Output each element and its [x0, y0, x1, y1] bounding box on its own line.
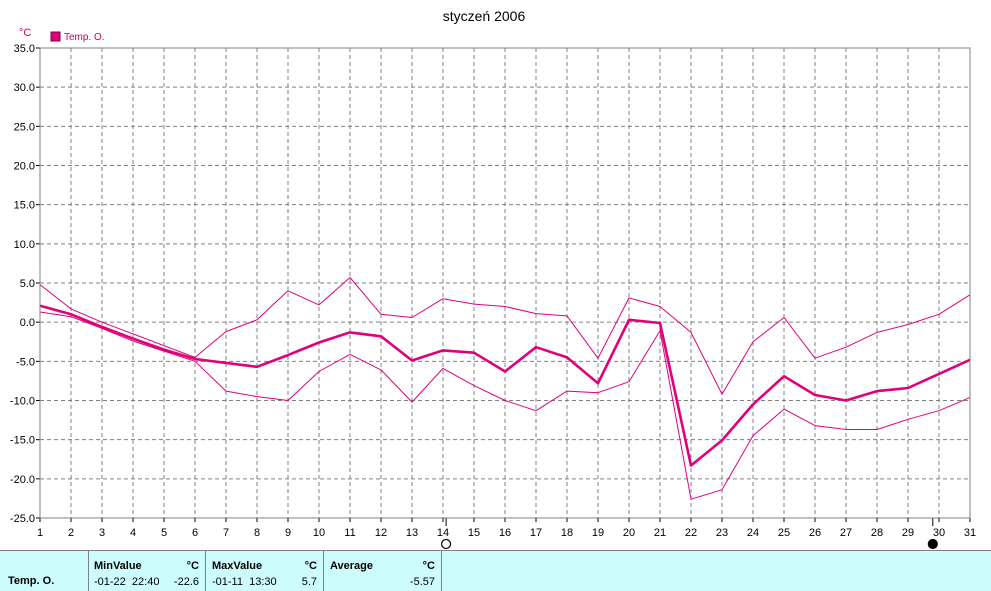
x-tick-label: 27 [840, 527, 852, 539]
x-tick-label: 3 [99, 527, 105, 539]
stats-avg-cell: Average °C -5.57 [324, 551, 442, 591]
max-unit: °C [304, 560, 317, 572]
x-tick-label: 8 [254, 527, 260, 539]
series-line-max [39, 277, 971, 395]
x-tick-label: 1 [37, 527, 43, 539]
max-value: 5.7 [301, 576, 317, 588]
stats-row-label: Temp. O. [8, 575, 55, 587]
x-tick-label: 13 [406, 527, 418, 539]
y-tick-label: 25.0 [14, 121, 35, 133]
y-tick-label: 0.0 [20, 317, 35, 329]
x-tick-label: 11 [344, 527, 355, 539]
x-tick-label: 25 [778, 527, 790, 539]
x-tick-label: 19 [592, 527, 604, 539]
x-tick-label: 22 [685, 527, 697, 539]
x-tick-label: 28 [871, 527, 883, 539]
x-tick-label: 2 [68, 527, 74, 539]
series-line-avg [39, 304, 971, 467]
x-tick-label: 24 [747, 527, 759, 539]
y-tick-label: -20.0 [10, 474, 35, 486]
stats-panel: Temp. O. MinValue °C -01-22 22:40 -22.6 … [0, 550, 991, 591]
min-date: -01-22 22:40 [94, 576, 160, 588]
x-axis-ticks: 1 2 3 4 5 6 7 8 9 10 11 12 13 14 15 16 17 18 19 20 21 22 23 24 2… [37, 518, 976, 539]
max-date: -01-11 13:30 [212, 576, 277, 588]
x-tick-label: 10 [313, 527, 325, 539]
y-axis-ticks: 35.0 30.0 25.0 20.0 15.0 10.0 5.0 0.0 -5.0 -10.0 -… [10, 43, 40, 525]
y-tick-label: -15.0 [10, 435, 35, 447]
marker-group [441, 518, 938, 550]
x-tick-label: 12 [375, 527, 387, 539]
y-tick-label: 30.0 [14, 82, 35, 94]
x-tick-label: 9 [285, 527, 291, 539]
x-tick-label: 20 [623, 527, 635, 539]
temperature-chart: styczeń 2006 °C Temp. O. 35.030.025.020.… [10, 8, 976, 550]
x-tick-label: 18 [561, 527, 573, 539]
x-tick-label: 14 [437, 527, 449, 539]
x-tick-label: 29 [902, 527, 914, 539]
chart-title: styczeń 2006 [443, 8, 526, 24]
y-tick-label: -25.0 [10, 513, 35, 525]
legend-swatch [50, 31, 61, 42]
max-header: MaxValue [212, 560, 263, 572]
x-tick-label: 17 [530, 527, 542, 539]
x-tick-label: 31 [964, 527, 976, 539]
x-tick-label: 4 [130, 527, 136, 539]
x-tick-label: 30 [933, 527, 945, 539]
x-tick-label: 7 [223, 527, 229, 539]
x-tick-label: 21 [654, 527, 666, 539]
series-line-min [39, 311, 971, 500]
x-tick-label: 26 [809, 527, 821, 539]
avg-value: -5.57 [409, 576, 435, 588]
min-header: MinValue [94, 560, 142, 572]
legend-label: Temp. O. [64, 32, 105, 43]
y-tick-label: 35.0 [14, 43, 35, 55]
series-group [39, 277, 971, 500]
y-tick-label: 5.0 [20, 278, 35, 290]
x-tick-label: 6 [192, 527, 198, 539]
avg-unit: °C [422, 560, 435, 572]
plot-frame [39, 47, 971, 519]
stats-max-cell: MaxValue °C -01-11 13:30 5.7 [206, 551, 324, 591]
min-unit: °C [186, 560, 199, 572]
avg-header: Average [330, 560, 374, 572]
stats-min-cell: MinValue °C -01-22 22:40 -22.6 [89, 551, 206, 591]
full-moon-marker [927, 538, 938, 550]
min-value: -22.6 [173, 576, 199, 588]
y-tick-label: -10.0 [10, 396, 35, 408]
y-tick-label: -5.0 [16, 356, 35, 368]
y-tick-label: 15.0 [14, 200, 35, 212]
new-moon-marker [441, 538, 452, 550]
x-tick-label: 5 [161, 527, 167, 539]
x-tick-label: 16 [499, 527, 511, 539]
y-tick-label: 20.0 [14, 161, 35, 173]
stats-row-label-cell: Temp. O. [0, 551, 89, 591]
grid [40, 48, 970, 518]
y-tick-label: 10.0 [14, 239, 35, 251]
y-axis-unit: °C [19, 27, 31, 39]
x-tick-label: 15 [468, 527, 480, 539]
x-tick-label: 23 [716, 527, 728, 539]
